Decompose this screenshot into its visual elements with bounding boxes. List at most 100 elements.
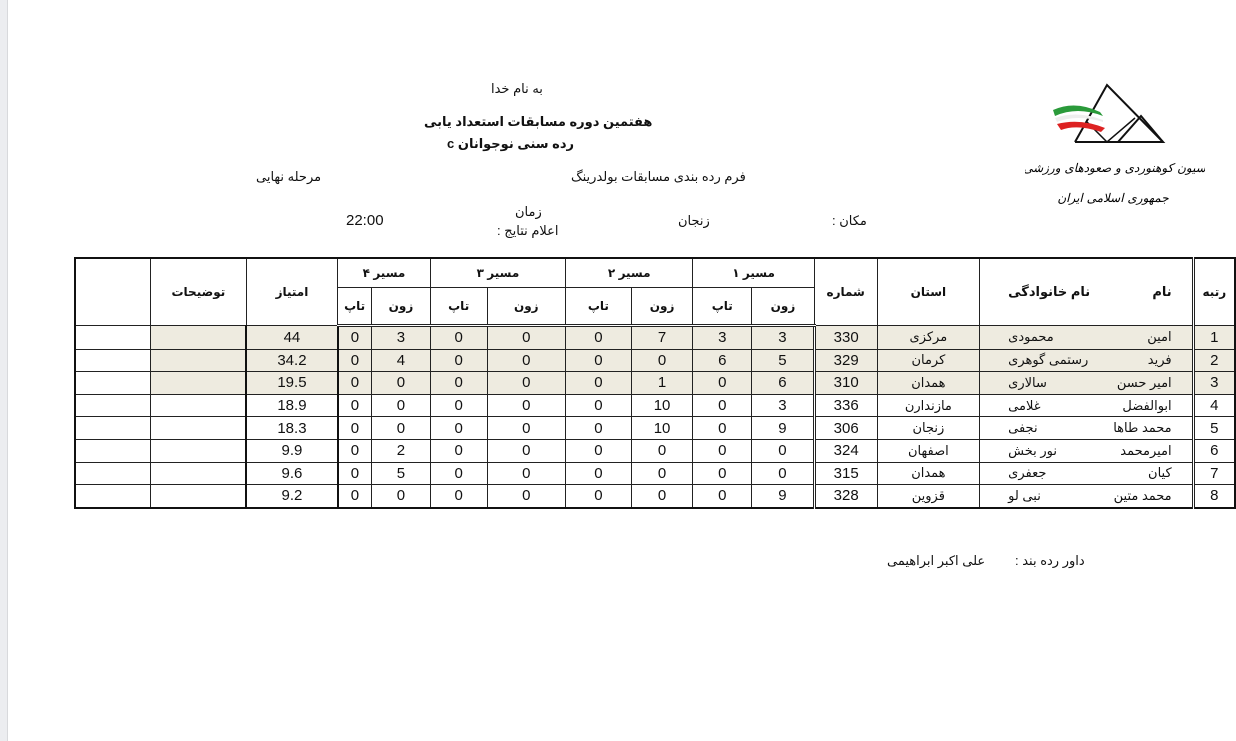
route1-zone: 6	[751, 371, 815, 395]
last-name: جعفری	[1008, 465, 1047, 481]
name-cell: محمد طاها نجفی	[979, 416, 1194, 440]
name-cell: محمد متین نبی لو	[979, 484, 1194, 509]
route4-zone: 4	[371, 348, 431, 373]
document-subtitle: رده سنی نوجوانان c	[447, 136, 575, 151]
route1-zone: 9	[751, 484, 815, 509]
route4-top: 0	[337, 484, 373, 509]
route4-zone: 0	[371, 371, 431, 395]
last-name: محمودی	[1008, 329, 1054, 345]
blank-cell	[74, 416, 152, 440]
province-cell: همدان	[876, 371, 981, 395]
route1-top: 0	[692, 393, 753, 418]
route4-zone: 5	[371, 461, 431, 486]
notes-cell	[150, 416, 247, 440]
route2-zone: 1	[630, 371, 694, 395]
name-cell: امیرمحمد نور بخش	[979, 438, 1194, 463]
blank-cell	[74, 325, 152, 350]
province-cell: کرمان	[876, 348, 981, 373]
number-cell: 329	[812, 348, 878, 373]
blank-cell	[74, 348, 152, 373]
header-province: استان	[876, 257, 981, 326]
score-cell: 18.9	[245, 393, 339, 418]
table-row: 3 امیر حسن سالاری همدان 310 6 0 1 0 0 0 0 0 19.5	[74, 371, 1236, 395]
rank-cell: 4	[1191, 393, 1236, 418]
time-value: 22:00	[346, 212, 384, 229]
number-cell: 315	[812, 461, 878, 486]
province-cell: زنجان	[876, 416, 981, 440]
score-cell: 9.6	[245, 461, 339, 486]
time-label: زمان	[515, 204, 542, 219]
header-route3: مسیر ۳	[429, 257, 567, 288]
number-cell: 310	[812, 371, 878, 395]
blank-cell	[74, 484, 152, 509]
first-name: امیر حسن	[1116, 374, 1172, 390]
route1-zone: 9	[751, 416, 815, 440]
route3-zone: 0	[486, 416, 567, 440]
score-cell: 9.9	[245, 438, 339, 463]
route1-top: 0	[692, 461, 753, 486]
last-name: نور بخش	[1008, 442, 1057, 458]
route3-zone: 0	[486, 371, 567, 395]
route2-zone: 0	[630, 484, 694, 509]
table-row: 8 محمد متین نبی لو قزوین 328 9 0 0 0 0 0 0 0 9.2	[74, 484, 1236, 509]
header-top: تاپ	[565, 287, 632, 327]
header-rank: رتبه	[1191, 257, 1236, 326]
table-row: 5 محمد طاها نجفی زنجان 306 9 0 10 0 0 0 0 0 18.3	[74, 416, 1236, 440]
route3-zone: 0	[486, 325, 567, 350]
route4-zone: 3	[371, 325, 431, 350]
blank-cell	[74, 438, 152, 463]
province-cell: اصفهان	[876, 438, 981, 463]
header-top: تاپ	[337, 287, 373, 327]
header-blank	[74, 257, 152, 326]
header-first-name: نام	[1152, 284, 1172, 299]
svg-text:جمهوری اسلامی ایران: جمهوری اسلامی ایران	[1057, 191, 1169, 205]
route3-top: 0	[429, 416, 488, 440]
number-cell: 328	[812, 484, 878, 509]
header-name: نام نام خانوادگی	[979, 257, 1194, 326]
score-cell: 18.3	[245, 416, 339, 440]
province-cell: مازندارن	[876, 393, 981, 418]
score-cell: 44	[245, 325, 339, 350]
header-zone: زون	[751, 287, 815, 327]
number-cell: 306	[812, 416, 878, 440]
route2-zone: 7	[630, 325, 694, 350]
route3-top: 0	[429, 348, 488, 373]
header-last-name: نام خانوادگی	[1008, 284, 1091, 299]
rank-cell: 6	[1191, 438, 1236, 463]
notes-cell	[150, 461, 247, 486]
province-cell: مرکزی	[876, 325, 981, 350]
header-zone: زون	[486, 287, 567, 327]
header-top: تاپ	[429, 287, 488, 327]
number-cell: 330	[812, 325, 878, 350]
form-title: فرم رده بندی مسابقات بولدرینگ	[571, 169, 746, 184]
route3-top: 0	[429, 371, 488, 395]
last-name: نجفی	[1008, 420, 1038, 436]
route2-zone: 0	[630, 348, 694, 373]
route3-zone: 0	[486, 461, 567, 486]
name-cell: ابوالفضل غلامی	[979, 393, 1194, 418]
stage-label: مرحله نهایی	[256, 169, 322, 184]
score-cell: 19.5	[245, 371, 339, 395]
ranking-table: رتبه نام نام خانوادگی استان شماره مسیر ۱ …	[74, 257, 1236, 509]
blank-cell	[74, 461, 152, 486]
first-name: ابوالفضل	[1122, 397, 1172, 413]
name-cell: کیان جعفری	[979, 461, 1194, 486]
route3-top: 0	[429, 438, 488, 463]
bismillah: به نام خدا	[491, 81, 543, 96]
number-cell: 324	[812, 438, 878, 463]
header-route2: مسیر ۲	[565, 257, 694, 288]
header-number: شماره	[813, 257, 878, 326]
route4-zone: 2	[371, 438, 431, 463]
route2-zone: 0	[630, 438, 694, 463]
route2-top: 0	[565, 371, 632, 395]
notes-cell	[150, 393, 247, 418]
route2-zone: 0	[630, 461, 694, 486]
federation-logo: فدراسیون کوهنوردی و صعودهای ورزشی جمهوری…	[1023, 80, 1227, 215]
rank-cell: 5	[1191, 416, 1236, 440]
results-label: اعلام نتایج :	[497, 223, 559, 238]
province-cell: همدان	[876, 461, 981, 486]
route2-top: 0	[565, 484, 632, 509]
route1-top: 0	[692, 371, 753, 395]
table-row: 1 امین محمودی مرکزی 330 3 3 7 0 0 0 3 0 44	[74, 325, 1236, 350]
rank-cell: 8	[1191, 484, 1236, 509]
